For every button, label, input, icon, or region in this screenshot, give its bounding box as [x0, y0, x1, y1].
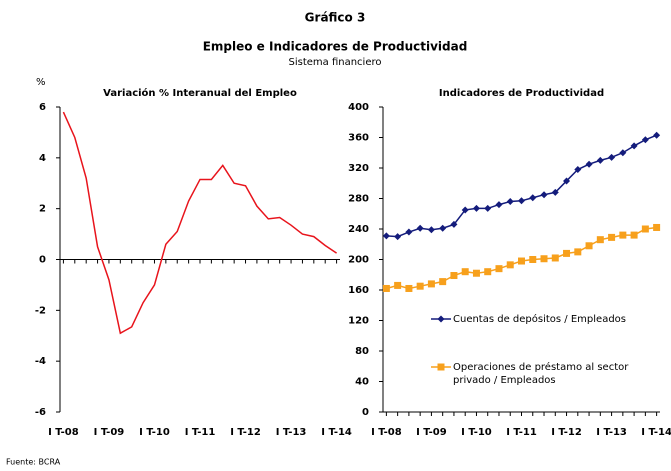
marker — [563, 177, 571, 185]
marker — [641, 225, 649, 233]
y-tick-label: 0 — [39, 255, 46, 266]
marker — [461, 268, 469, 276]
marker — [551, 188, 559, 196]
y-tick-label: -6 — [35, 407, 46, 418]
legend-label: Operaciones de préstamo al sector privado… — [453, 361, 629, 386]
x-tick-label: I T-10 — [461, 427, 492, 438]
x-tick-label: I T-13 — [276, 427, 307, 438]
marker — [551, 254, 559, 262]
marker — [437, 315, 445, 323]
marker — [382, 232, 390, 240]
x-tick-label: I T-11 — [506, 427, 537, 438]
marker — [382, 284, 390, 292]
y-tick-label: 4 — [39, 153, 46, 164]
marker — [608, 153, 616, 161]
marker — [484, 204, 492, 212]
y-tick-label: 160 — [348, 285, 369, 296]
marker — [506, 198, 514, 206]
marker — [439, 278, 447, 286]
marker — [619, 149, 627, 157]
marker — [596, 156, 604, 164]
marker — [641, 136, 649, 144]
marker — [405, 228, 413, 236]
y-tick-label: 2 — [39, 204, 46, 215]
marker — [461, 206, 469, 214]
x-tick-label: I T-10 — [139, 427, 170, 438]
legend-label: Cuentas de depósitos / Empleados — [453, 313, 626, 325]
y-tick-label: 360 — [348, 133, 369, 144]
y-tick-label: 280 — [348, 194, 369, 205]
panel-title: Variación % Interanual del Empleo — [103, 87, 297, 99]
x-tick-label: I T-14 — [321, 427, 352, 438]
marker — [596, 236, 604, 244]
x-tick-label: I T-12 — [230, 427, 261, 438]
marker — [529, 194, 537, 202]
x-tick-label: I T-09 — [416, 427, 447, 438]
y-tick-label: 80 — [355, 346, 369, 357]
y-tick-label: 40 — [355, 377, 369, 388]
marker — [518, 257, 525, 265]
marker — [450, 272, 458, 280]
y-tick-label: 400 — [348, 102, 369, 113]
y-axis-label: % — [36, 77, 46, 88]
y-tick-label: -4 — [35, 356, 46, 367]
marker — [619, 231, 627, 239]
marker — [450, 220, 458, 228]
marker — [653, 223, 661, 231]
marker — [653, 131, 661, 139]
marker — [416, 224, 424, 232]
y-tick-label: 6 — [39, 102, 46, 113]
x-tick-label: I T-13 — [596, 427, 627, 438]
marker — [495, 265, 503, 273]
marker — [630, 231, 638, 239]
x-tick-label: I T-11 — [185, 427, 216, 438]
y-tick-label: 320 — [348, 163, 369, 174]
marker — [563, 249, 571, 257]
marker — [506, 261, 514, 269]
y-tick-label: 240 — [348, 224, 369, 235]
series-line — [62, 111, 338, 335]
marker — [472, 269, 480, 277]
marker — [405, 284, 413, 292]
marker — [574, 248, 582, 256]
marker — [540, 255, 548, 263]
marker — [484, 268, 492, 276]
marker — [529, 256, 537, 263]
marker — [518, 197, 525, 205]
marker — [394, 281, 402, 289]
x-tick-label: I T-09 — [94, 427, 125, 438]
marker — [416, 282, 424, 290]
marker — [394, 233, 402, 241]
x-tick-label: I T-08 — [371, 427, 402, 438]
source: Fuente: BCRA — [6, 458, 61, 467]
marker — [472, 204, 480, 212]
series-line — [386, 134, 657, 238]
marker — [427, 280, 435, 288]
x-tick-label: I T-12 — [551, 427, 582, 438]
note: Sistema financiero — [289, 57, 382, 68]
subtitle: Empleo e Indicadores de Productividad — [203, 40, 468, 54]
marker — [439, 224, 447, 232]
marker — [630, 142, 638, 150]
y-tick-label: 120 — [348, 316, 369, 327]
marker — [495, 201, 503, 209]
title: Gráfico 3 — [305, 11, 366, 25]
x-tick-label: I T-14 — [641, 427, 671, 438]
y-tick-label: -2 — [35, 305, 46, 316]
marker — [427, 226, 435, 234]
marker — [585, 160, 593, 168]
marker — [585, 242, 593, 250]
marker — [437, 363, 445, 371]
marker — [540, 191, 548, 199]
y-tick-label: 0 — [362, 407, 369, 418]
marker — [574, 166, 582, 174]
y-tick-label: 200 — [348, 255, 369, 266]
panel-title: Indicadores de Productividad — [439, 88, 604, 99]
marker — [608, 233, 616, 241]
x-tick-label: I T-08 — [48, 427, 79, 438]
